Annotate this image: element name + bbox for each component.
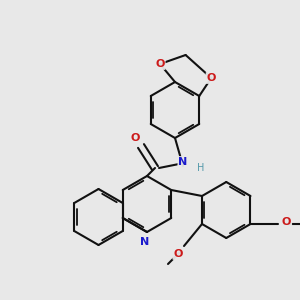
Text: N: N <box>140 237 150 247</box>
Text: H: H <box>197 163 205 173</box>
Text: O: O <box>207 73 216 83</box>
Text: N: N <box>178 157 188 167</box>
Text: O: O <box>173 249 183 259</box>
Text: O: O <box>282 217 291 227</box>
Text: O: O <box>155 59 165 69</box>
Text: O: O <box>130 133 140 143</box>
